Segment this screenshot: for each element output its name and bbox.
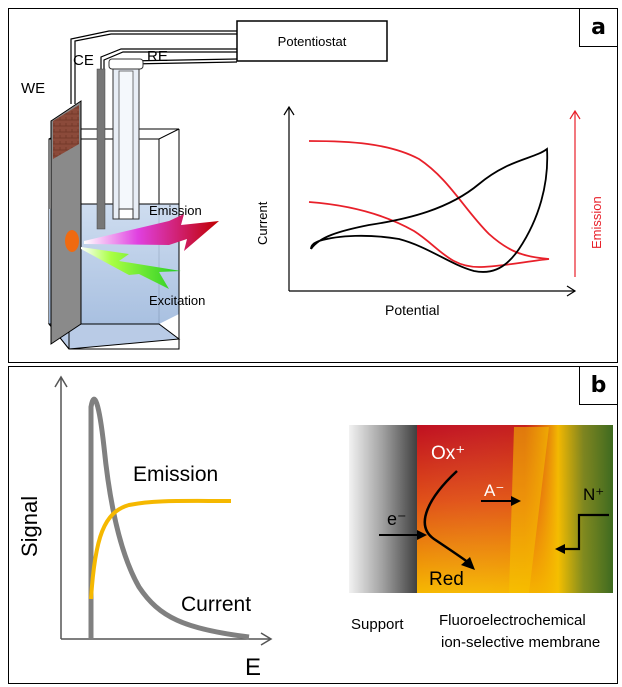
cation-arrow bbox=[561, 513, 609, 551]
signal-y-label: Signal bbox=[17, 496, 42, 557]
signal-x-label: E bbox=[245, 654, 261, 681]
emission-label: Emission bbox=[149, 203, 202, 218]
counter-electrode bbox=[96, 68, 106, 230]
support-layer bbox=[349, 425, 417, 593]
panel-b: b bbox=[8, 366, 618, 684]
emission-curve bbox=[89, 498, 232, 600]
membrane-scheme: Ox⁺ A⁻ e⁻ Red N⁺ Support Fluoroelectroch… bbox=[349, 425, 613, 651]
emission-curve-label: Emission bbox=[133, 463, 218, 486]
re-label: RE bbox=[147, 48, 168, 65]
membrane-label-line1: Fluoroelectrochemical bbox=[439, 612, 586, 629]
ce-label: CE bbox=[73, 52, 94, 69]
working-electrode bbox=[50, 100, 82, 345]
excitation-label: Excitation bbox=[149, 293, 205, 308]
current-curve-label: Current bbox=[181, 593, 251, 616]
emitter-spot bbox=[65, 230, 79, 252]
cv-plot: Potential Current Emission bbox=[255, 105, 604, 318]
cv-y-label: Current bbox=[255, 201, 270, 245]
panel-a-label: a bbox=[579, 9, 617, 47]
we-label: WE bbox=[21, 80, 45, 97]
potentiostat-label: Potentiostat bbox=[278, 34, 347, 49]
cv-y2-label: Emission bbox=[589, 196, 604, 249]
current-curve bbox=[310, 147, 549, 273]
signal-plot: Emission Current Signal E bbox=[17, 375, 273, 681]
excitation-arrow bbox=[81, 247, 181, 289]
red-label: Red bbox=[429, 569, 464, 590]
panel-a: a bbox=[8, 8, 618, 363]
reference-electrode bbox=[108, 58, 144, 220]
ox-label: Ox⁺ bbox=[431, 443, 465, 464]
emission-arrow bbox=[84, 214, 219, 251]
membrane-label-line2: ion-selective membrane bbox=[441, 634, 600, 651]
emission-curve bbox=[308, 140, 550, 268]
cation-label: N⁺ bbox=[583, 485, 604, 504]
signal-membrane-diagram: Emission Current Signal E Ox⁺ A⁻ e⁻ Red … bbox=[17, 375, 613, 681]
current-curve bbox=[88, 396, 250, 640]
electrochemical-cell-diagram: Potentiostat WE CE RE bbox=[21, 20, 604, 350]
redox-arrow bbox=[423, 470, 470, 565]
anion-label: A⁻ bbox=[484, 481, 504, 500]
electron-label: e⁻ bbox=[387, 509, 407, 529]
support-label: Support bbox=[351, 616, 404, 633]
potentiostat-box bbox=[236, 20, 388, 62]
cv-x-label: Potential bbox=[385, 302, 439, 318]
panel-b-label: b bbox=[579, 367, 617, 405]
